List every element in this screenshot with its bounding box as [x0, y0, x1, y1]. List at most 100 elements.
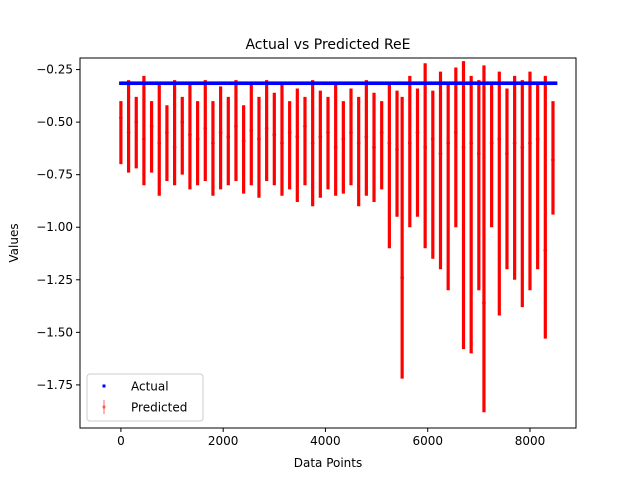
actual-point — [305, 81, 310, 86]
x-tick-label: 4000 — [310, 434, 341, 448]
actual-point — [190, 81, 195, 86]
actual-point — [540, 81, 545, 86]
actual-point — [415, 81, 420, 86]
actual-point — [234, 81, 238, 86]
predicted-point — [489, 141, 494, 145]
actual-point — [454, 81, 458, 86]
x-tick-label: 0 — [117, 434, 125, 448]
actual-point — [188, 81, 192, 86]
actual-point — [226, 81, 231, 86]
actual-point — [505, 81, 509, 86]
predicted-point — [349, 130, 353, 135]
actual-point — [507, 81, 512, 86]
actual-point — [142, 81, 146, 86]
actual-point — [252, 81, 256, 86]
predicted-point — [431, 137, 435, 141]
actual-point — [137, 81, 141, 86]
actual-point — [367, 81, 371, 86]
actual-point — [152, 81, 156, 86]
predicted-point — [446, 141, 450, 145]
predicted-point — [310, 141, 315, 145]
predicted-point — [400, 275, 404, 280]
actual-point — [392, 81, 397, 86]
predicted-point — [165, 130, 169, 135]
actual-point — [321, 81, 325, 86]
actual-point — [356, 81, 361, 86]
predicted-point — [249, 128, 254, 133]
actual-point — [241, 81, 246, 86]
actual-point — [443, 81, 448, 86]
actual-point — [323, 81, 328, 86]
actual-point — [474, 81, 479, 86]
predicted-point — [195, 137, 200, 141]
actual-point — [126, 81, 131, 86]
actual-point — [500, 81, 504, 86]
chart-title: Actual vs Predicted ReE — [245, 37, 410, 53]
actual-point — [121, 81, 126, 86]
predicted-point — [287, 130, 292, 135]
predicted-point — [528, 141, 532, 145]
actual-point — [338, 81, 343, 86]
actual-point — [479, 81, 484, 86]
predicted-point — [218, 130, 223, 135]
actual-point — [402, 81, 407, 86]
actual-point — [361, 81, 366, 86]
actual-point — [160, 81, 164, 86]
actual-point — [285, 81, 289, 86]
actual-point — [385, 81, 389, 86]
actual-point — [310, 81, 315, 86]
actual-point — [390, 81, 394, 86]
actual-point — [131, 81, 136, 86]
actual-point — [218, 81, 223, 86]
actual-point — [413, 81, 417, 86]
actual-point — [177, 81, 182, 86]
actual-point — [466, 81, 471, 86]
actual-point — [423, 81, 427, 86]
actual-point — [193, 81, 197, 86]
actual-point — [494, 81, 499, 86]
actual-point — [512, 81, 517, 86]
actual-point — [157, 81, 162, 86]
predicted-point — [520, 145, 525, 150]
x-axis-ticks: 0 2000 4000 6000 8000 — [117, 428, 545, 448]
actual-point — [510, 81, 514, 86]
actual-point — [477, 81, 481, 86]
actual-point — [275, 81, 279, 86]
actual-point — [535, 81, 540, 86]
actual-point — [492, 81, 496, 86]
actual-point — [249, 81, 254, 86]
predicted-point — [134, 120, 139, 124]
actual-point — [165, 81, 169, 86]
actual-point — [119, 81, 123, 86]
actual-point — [351, 81, 356, 86]
legend: Actual Predicted — [86, 373, 204, 422]
x-tick-label: 8000 — [515, 434, 546, 448]
predicted-point — [211, 141, 215, 145]
predicted-point — [203, 126, 208, 131]
predicted-point — [387, 141, 392, 145]
actual-point — [129, 81, 133, 86]
actual-series — [119, 81, 558, 86]
actual-point — [170, 81, 174, 86]
actual-point — [139, 81, 144, 86]
predicted-point — [497, 137, 502, 141]
actual-point — [333, 81, 338, 86]
actual-point — [528, 81, 532, 86]
predicted-point — [379, 130, 384, 135]
actual-point — [259, 81, 264, 86]
actual-point — [264, 81, 269, 86]
predicted-point — [395, 147, 399, 152]
actual-point — [438, 81, 443, 86]
y-tick-label: −1.25 — [36, 273, 73, 287]
y-tick-label: −1.00 — [36, 220, 73, 234]
predicted-point — [423, 145, 427, 150]
actual-point — [546, 81, 550, 86]
actual-point — [428, 81, 433, 86]
actual-point — [124, 81, 128, 86]
actual-point — [300, 81, 305, 86]
actual-point — [441, 81, 445, 86]
actual-point — [461, 81, 466, 86]
legend-marker-predicted — [102, 405, 106, 409]
actual-point — [295, 81, 300, 86]
plot-frame — [79, 57, 577, 429]
